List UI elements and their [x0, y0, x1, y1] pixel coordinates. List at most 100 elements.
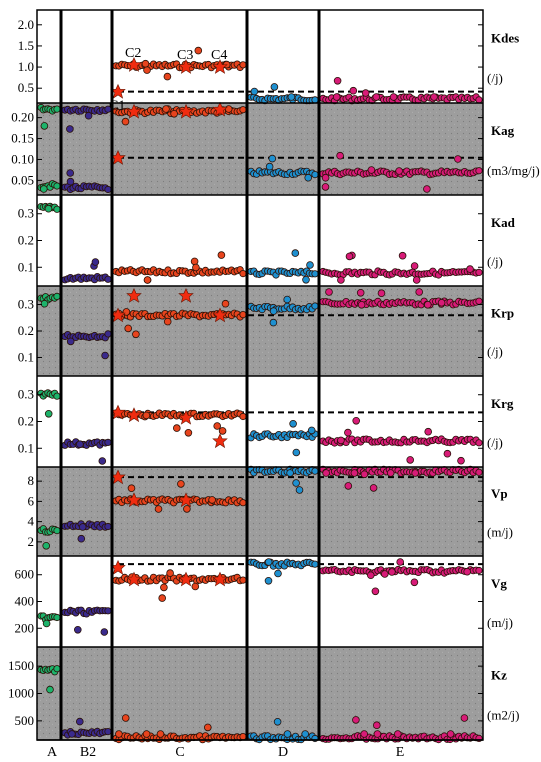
panel-vp-name: Vp — [491, 486, 508, 501]
panel-vg-E-outlier — [388, 568, 396, 576]
panel-vp-C-point — [239, 499, 247, 507]
panel-kdes-E-point — [475, 96, 483, 104]
panel-vg-A-outlier — [42, 619, 51, 628]
panel-kz-C-outlier — [121, 714, 130, 722]
panel-kad-tick-label: 0.2 — [18, 233, 34, 248]
plot-frame — [36, 9, 484, 741]
panel-kdes-tick-label: 2.0 — [18, 17, 34, 32]
text-layer: 2.0 1.5 1.0 0.5 Kdes (/j) 0.20 0.15 0.10 0.05 Kag (… — [8, 17, 540, 760]
panel-kag-C-outlier — [121, 117, 130, 126]
panel-kdes-D-point — [311, 96, 319, 104]
panel-vp-C-outlier — [183, 505, 191, 513]
panel-kag-B2-outlier — [66, 177, 75, 186]
panel-krp-E-point — [475, 297, 483, 305]
label-c1: C1 — [109, 99, 125, 114]
panel-kad-E-outlier — [466, 265, 474, 273]
panel-kad-D-point — [311, 270, 319, 278]
panel-krg-B2-outlier — [98, 457, 107, 465]
panel-kdes-C-point — [239, 61, 247, 69]
panel-krg-E-point — [475, 439, 483, 447]
panel-krp-C-outlier — [221, 299, 230, 308]
panel-kad-B2-outlier — [91, 258, 100, 266]
panel-vp-D-outlier — [292, 479, 300, 487]
panel-vp-D-outlier — [286, 469, 294, 477]
panel-kz-E-outlier — [373, 730, 382, 738]
panel-kad-unit: (/j) — [487, 254, 503, 269]
panel-krg-C-outlier — [213, 422, 222, 430]
panel-kdes-C-outlier — [143, 66, 151, 74]
panel-krp-mark-c2 — [126, 288, 142, 303]
panel-kz-C-outlier — [115, 730, 123, 738]
panel-kad-E-outlier — [345, 252, 354, 261]
panel-vg-E-outlier — [410, 578, 419, 587]
panel-kag-A-outlier — [40, 122, 49, 130]
panel-vg-D-outlier — [264, 576, 273, 585]
panel-kad-E-outlier — [410, 262, 419, 270]
panel-kag-C-outlier — [170, 110, 178, 118]
label-c4: C4 — [211, 48, 227, 63]
panel-vg-name: Vg — [491, 576, 507, 591]
panel-vg-tick-label: 200 — [15, 620, 35, 635]
panel-kdes-E-outlier — [389, 93, 398, 101]
panel-krg-A-point — [53, 392, 61, 400]
panel-vg-C-outlier — [166, 569, 174, 577]
panel-vg-A-point — [53, 613, 61, 622]
panel-kag-unit: (m3/mg/j) — [487, 163, 540, 178]
panel-kdes-C-outlier — [141, 59, 150, 68]
panel-kad-A-point — [53, 205, 61, 213]
panel-kdes-mark-c3 — [178, 59, 194, 74]
panel-vp-mark-c3 — [178, 492, 194, 508]
panel-krg-tick-label: 0.2 — [18, 414, 34, 429]
panel-kad-C-outlier — [192, 263, 200, 272]
panel-kdes-E-outlier — [372, 93, 381, 101]
panel-vp-unit: (m/j) — [487, 524, 513, 539]
panel-krp-B2-outlier — [101, 351, 109, 360]
panel-vp-tick-label: 8 — [28, 473, 35, 488]
panel-kz-B2-outlier — [68, 730, 76, 738]
panel-kz-B2-outlier — [76, 717, 84, 726]
panel-kag-E-outlier — [454, 155, 462, 163]
panel-krp-A-point — [53, 292, 61, 300]
panel-kag-mark-c3 — [178, 103, 194, 119]
panel-vg-mark-c3 — [178, 571, 194, 587]
panel-vp-E-outlier — [386, 469, 395, 477]
panel-krp-mark-c3 — [178, 288, 194, 303]
panel-krg-E-outlier — [457, 456, 465, 465]
panel-krp-unit: (/j) — [487, 344, 503, 359]
panel-krp-tick-label: 0.1 — [18, 349, 34, 364]
panel-kag-A-point — [53, 105, 61, 113]
panel-kag-E-outlier — [321, 173, 330, 182]
panel-kz-shading — [37, 647, 483, 740]
panel-vp-B2-outlier — [78, 523, 87, 531]
panel-kag-E-outlier — [367, 166, 376, 174]
panel-vg-C-outlier — [158, 594, 167, 602]
panel-vg-E-outlier — [371, 587, 380, 596]
panel-kag-tick-label: 0.20 — [11, 110, 34, 125]
panel-kag-E-outlier — [395, 167, 403, 175]
panel-vg-B2-point — [104, 607, 112, 615]
panel-kad-tick-label: 0.3 — [18, 206, 34, 221]
panel-kdes-D-outlier — [270, 83, 279, 91]
panel-krp-tick-label: 0.2 — [18, 323, 34, 338]
panel-vg-tick-label: 400 — [15, 594, 35, 609]
panel-kz-C-outlier — [142, 730, 151, 738]
panel-krp-E-outlier — [423, 300, 432, 309]
group-label-d: D — [278, 745, 288, 760]
panel-kdes-D-outlier — [287, 93, 296, 101]
panel-kdes-tick-label: 1.0 — [18, 59, 34, 74]
panel-krg-B2-outlier — [76, 440, 84, 449]
panel-vp-B2-outlier — [77, 534, 86, 543]
panel-kag-E-outlier — [336, 151, 344, 160]
panel-kag-E-point — [475, 167, 483, 175]
panel-krp-E-outlier — [356, 288, 365, 297]
panel-kad-D-outlier — [306, 261, 314, 269]
panel-kz-E-outlier — [360, 730, 369, 738]
panel-kad-C-outlier — [143, 276, 152, 284]
panel-krp-E-outlier — [415, 288, 424, 296]
panel-krp-E-outlier — [437, 298, 446, 307]
panel-krg-C-outlier — [142, 411, 151, 420]
panel-krg-C-outlier — [218, 427, 227, 435]
panel-kdes-E-outlier — [349, 86, 358, 95]
panel-kag-D-outlier — [304, 173, 313, 182]
panel-kad-D-outlier — [291, 249, 300, 257]
